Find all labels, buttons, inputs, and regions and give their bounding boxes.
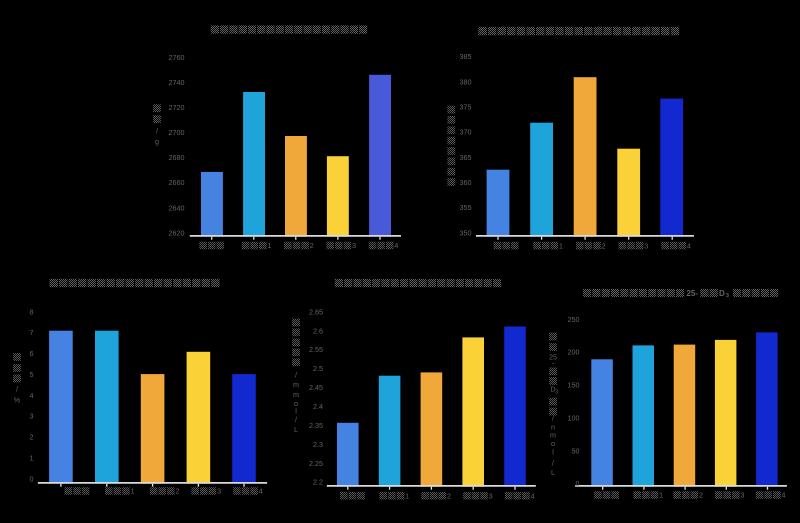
svg-text:3: 3 xyxy=(489,491,493,500)
svg-text:/: / xyxy=(552,459,554,468)
svg-text:l: l xyxy=(552,448,554,457)
svg-text:4: 4 xyxy=(259,487,263,496)
svg-text:2.45: 2.45 xyxy=(309,383,323,392)
svg-text:4: 4 xyxy=(30,391,34,400)
svg-text:2.55: 2.55 xyxy=(309,345,323,354)
svg-text:25: 25 xyxy=(549,352,557,361)
svg-text:-: - xyxy=(552,359,555,368)
svg-text:8: 8 xyxy=(30,307,34,316)
svg-text:2700: 2700 xyxy=(169,128,185,137)
svg-text:3: 3 xyxy=(555,389,558,395)
svg-text:4: 4 xyxy=(394,241,398,250)
svg-text:n: n xyxy=(551,423,555,432)
svg-text:2.65: 2.65 xyxy=(309,307,323,316)
svg-text:7: 7 xyxy=(30,328,34,337)
svg-text:m: m xyxy=(293,380,299,389)
svg-text:2: 2 xyxy=(447,491,451,500)
svg-text:/: / xyxy=(295,370,297,379)
svg-text:2.3: 2.3 xyxy=(313,440,323,449)
svg-text:200: 200 xyxy=(568,348,580,357)
svg-text:m: m xyxy=(293,390,299,399)
svg-text:2640: 2640 xyxy=(169,203,185,212)
svg-text:%: % xyxy=(14,395,21,404)
svg-text:2.25: 2.25 xyxy=(309,459,323,468)
svg-text:250: 250 xyxy=(568,315,580,324)
svg-text:3: 3 xyxy=(217,487,221,496)
svg-text:2: 2 xyxy=(310,241,314,250)
svg-text:1: 1 xyxy=(131,487,135,496)
svg-text:1: 1 xyxy=(405,491,409,500)
svg-text:0: 0 xyxy=(576,479,580,488)
svg-text:380: 380 xyxy=(460,77,472,86)
svg-text:/: / xyxy=(552,414,554,423)
svg-text:2620: 2620 xyxy=(169,228,185,237)
svg-text:2: 2 xyxy=(699,491,703,500)
svg-text:150: 150 xyxy=(568,381,580,390)
svg-text:g: g xyxy=(155,137,159,146)
svg-text:2.4: 2.4 xyxy=(313,402,323,411)
svg-text:370: 370 xyxy=(460,128,472,137)
svg-text:/: / xyxy=(156,127,158,136)
svg-text:2.2: 2.2 xyxy=(313,478,323,487)
svg-text:/: / xyxy=(295,415,297,424)
svg-text:2.5: 2.5 xyxy=(313,364,323,373)
svg-text:2760: 2760 xyxy=(169,53,185,62)
svg-text:100: 100 xyxy=(568,413,580,422)
svg-text:1: 1 xyxy=(559,241,563,250)
svg-text:375: 375 xyxy=(460,103,472,112)
svg-text:1: 1 xyxy=(659,491,663,500)
svg-text:D: D xyxy=(550,384,555,393)
svg-text:350: 350 xyxy=(460,228,472,237)
svg-text:3: 3 xyxy=(726,293,729,299)
svg-text:L: L xyxy=(551,468,555,477)
svg-text:4: 4 xyxy=(781,491,785,500)
svg-text:2: 2 xyxy=(602,241,606,250)
svg-text:6: 6 xyxy=(30,349,34,358)
svg-text:2660: 2660 xyxy=(169,178,185,187)
svg-text:1: 1 xyxy=(267,241,271,250)
svg-text:4: 4 xyxy=(687,241,691,250)
svg-text:L: L xyxy=(294,425,298,434)
svg-text:3: 3 xyxy=(740,491,744,500)
svg-text:2: 2 xyxy=(175,487,179,496)
svg-text:2720: 2720 xyxy=(169,103,185,112)
svg-text:360: 360 xyxy=(460,178,472,187)
svg-text:3: 3 xyxy=(30,412,34,421)
svg-text:2.35: 2.35 xyxy=(309,421,323,430)
svg-text:D: D xyxy=(719,289,725,298)
svg-text:o: o xyxy=(551,439,555,448)
svg-text:2740: 2740 xyxy=(169,78,185,87)
svg-text:2: 2 xyxy=(30,433,34,442)
svg-text:25-: 25- xyxy=(686,289,698,298)
svg-text:2.6: 2.6 xyxy=(313,326,323,335)
svg-text:m: m xyxy=(550,431,556,440)
svg-text:3: 3 xyxy=(352,241,356,250)
svg-text:1: 1 xyxy=(30,454,34,463)
svg-text:0: 0 xyxy=(30,474,34,483)
svg-text:3: 3 xyxy=(644,241,648,250)
svg-text:o: o xyxy=(294,399,298,408)
svg-text:4: 4 xyxy=(530,491,534,500)
svg-text:/: / xyxy=(16,385,18,394)
svg-text:355: 355 xyxy=(460,203,472,212)
svg-text:365: 365 xyxy=(460,153,472,162)
svg-text:385: 385 xyxy=(460,52,472,61)
svg-text:l: l xyxy=(295,407,297,416)
svg-text:2680: 2680 xyxy=(169,153,185,162)
svg-text:5: 5 xyxy=(30,370,34,379)
svg-text:50: 50 xyxy=(572,446,580,455)
